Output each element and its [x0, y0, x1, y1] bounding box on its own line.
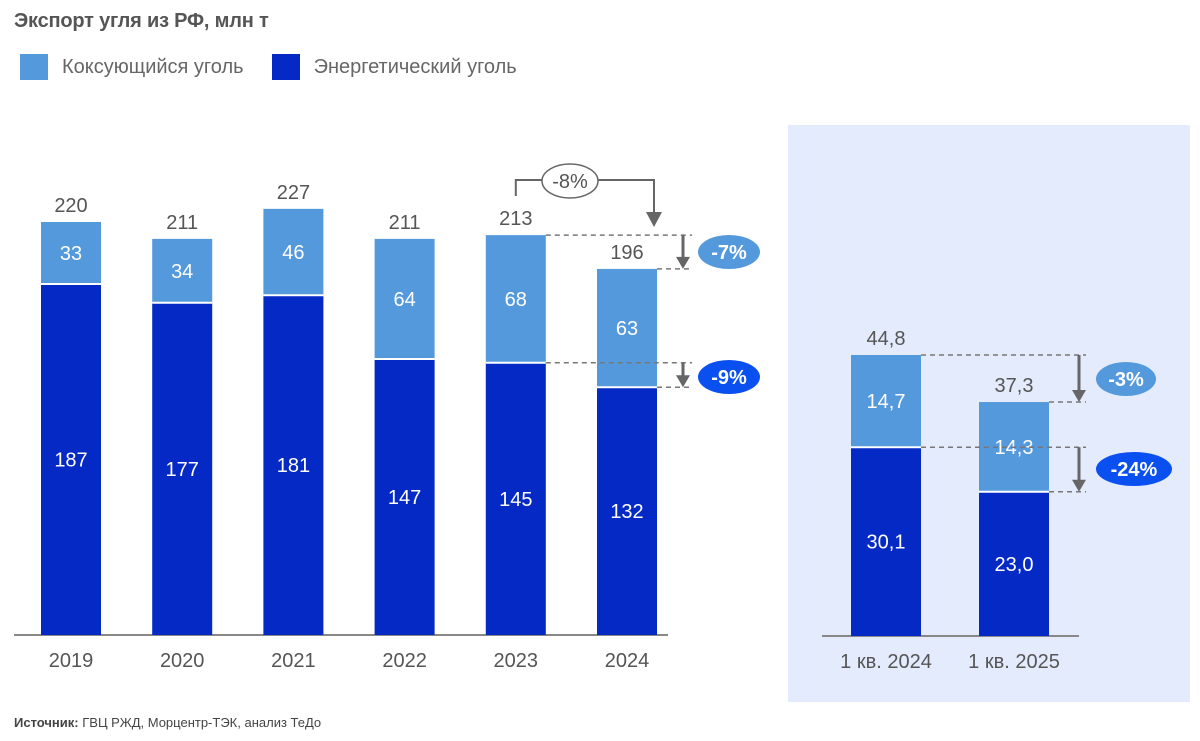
bar-segment-thermal	[263, 295, 324, 635]
total-change-badge	[541, 163, 599, 199]
down-arrow-head	[676, 375, 690, 388]
data-label-thermal: 145	[499, 489, 532, 511]
legend-swatch-thermal	[271, 54, 300, 80]
bar-segment-thermal	[485, 362, 546, 635]
x-tick-label: 2023	[494, 650, 539, 672]
data-label-thermal: 147	[388, 487, 421, 509]
source-prefix: Источник:	[14, 715, 79, 730]
legend-item-thermal: Энергетический уголь	[271, 54, 517, 80]
x-tick-label: 2019	[49, 650, 94, 672]
bar-segment-coking	[41, 222, 101, 284]
x-tick-label: 2020	[160, 650, 205, 672]
bar-segment-thermal	[41, 283, 101, 635]
data-label-thermal: 177	[166, 459, 199, 481]
data-label-coking: 34	[171, 261, 193, 283]
x-tick-label: 1 кв. 2025	[968, 651, 1060, 673]
data-label-total: 211	[389, 212, 421, 234]
total-change-bracket-left	[514, 179, 544, 196]
legend-label-thermal: Энергетический уголь	[313, 55, 517, 78]
data-label-coking: 64	[393, 289, 415, 311]
bar-segment-coking	[597, 268, 657, 388]
data-label-total: 211	[166, 212, 198, 234]
data-label-total: 220	[54, 195, 87, 217]
x-tick-label: 1 кв. 2024	[840, 651, 932, 673]
data-label-total: 37,3	[995, 375, 1034, 397]
change-badge-label: -3%	[1108, 369, 1144, 391]
data-label-thermal: 187	[54, 449, 87, 471]
bar-segment-coking	[485, 235, 546, 363]
data-label-thermal: 23,0	[995, 554, 1034, 576]
data-label-thermal: 132	[610, 501, 643, 523]
x-tick-label: 2024	[605, 650, 650, 672]
bar-segment-thermal	[374, 359, 435, 635]
legend: Коксующийся уголь Энергетический уголь	[20, 54, 545, 80]
change-badge-label: -24%	[1111, 459, 1158, 481]
change-badge	[1096, 362, 1156, 396]
source-text: ГВЦ РЖД, Морцентр-ТЭК, анализ ТеДо	[78, 715, 322, 730]
bar-segment-coking	[152, 238, 213, 303]
data-label-coking: 68	[505, 289, 527, 311]
source-note: Источник: ГВЦ РЖД, Морцентр-ТЭК, анализ …	[14, 715, 321, 730]
data-label-coking: 46	[282, 242, 304, 264]
down-arrow-head	[1072, 390, 1086, 403]
data-label-coking: 63	[616, 318, 638, 340]
bar-segment-coking	[851, 355, 921, 448]
chart-title: Экспорт угля из РФ, млн т	[14, 10, 269, 32]
legend-item-coking: Коксующийся уголь	[20, 54, 244, 80]
bar-segment-coking	[263, 208, 324, 296]
data-label-coking: 14,7	[867, 391, 906, 413]
down-arrow-head	[676, 256, 690, 269]
bar-segment-thermal	[597, 387, 657, 635]
data-label-total: 213	[499, 208, 532, 230]
change-badge-label: -9%	[711, 367, 747, 389]
annual-chart: 187 33 220 2019 177 34 211 2020 181 46 227 2021 147 6…	[14, 163, 760, 672]
bar-segment-thermal	[851, 447, 921, 636]
data-label-thermal: 30,1	[867, 532, 906, 554]
total-change-bracket-right	[596, 179, 655, 215]
data-label-total: 196	[610, 242, 643, 264]
x-tick-label: 2021	[271, 650, 316, 672]
bar-segment-coking	[374, 238, 435, 360]
bar-segment-thermal	[979, 491, 1049, 636]
change-badge-label: -7%	[711, 242, 747, 264]
total-change-badge-label: -8%	[552, 171, 588, 193]
change-badge	[698, 360, 760, 394]
legend-label-coking: Коксующийся уголь	[62, 55, 244, 78]
data-label-thermal: 181	[277, 455, 310, 477]
x-tick-label: 2022	[382, 650, 427, 672]
bar-segment-thermal	[152, 302, 213, 635]
total-change-arrow-head	[646, 212, 662, 227]
data-label-total: 44,8	[867, 328, 906, 350]
data-label-coking: 33	[60, 243, 82, 265]
legend-swatch-coking	[20, 54, 48, 80]
change-badge	[1096, 452, 1172, 486]
down-arrow-head	[1072, 479, 1086, 492]
data-label-total: 227	[277, 182, 310, 204]
change-badge	[698, 235, 760, 269]
